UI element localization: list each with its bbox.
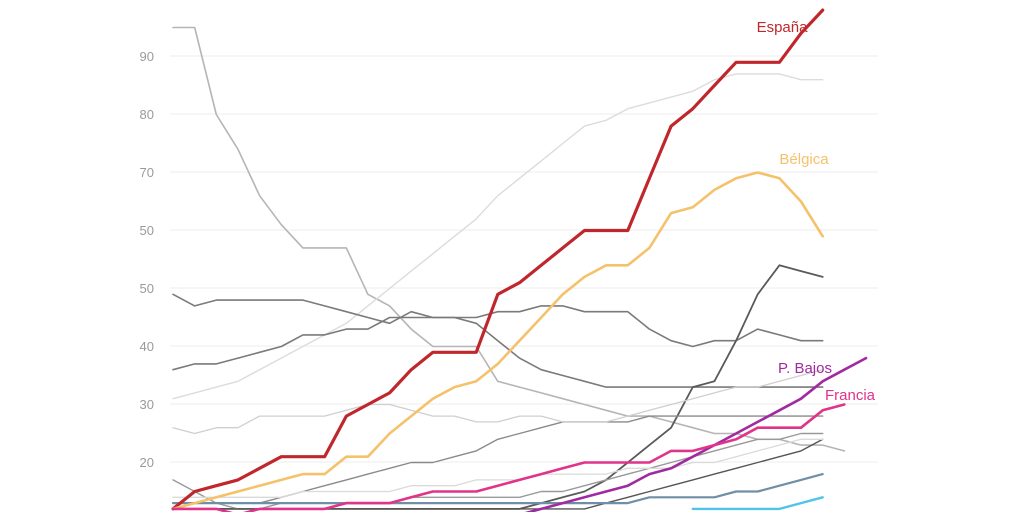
series-label-espa-a: España: [757, 19, 809, 36]
series-line-unlabeled: [172, 316, 824, 388]
series-line-espa-a: [171, 8, 825, 511]
series-label-francia: Francia: [825, 387, 876, 404]
series-line-b-lgica: [171, 171, 825, 511]
series-line-unlabeled: [172, 73, 824, 400]
y-tick-label: 90: [140, 49, 154, 64]
y-tick-label: 50: [140, 223, 154, 238]
series-line-unlabeled: [691, 496, 824, 511]
y-tick-label: 20: [140, 455, 154, 470]
series-lines: [171, 8, 868, 512]
series-label-p-bajos: P. Bajos: [778, 360, 832, 377]
y-tick-label: 50: [140, 281, 154, 296]
series-labels: España Bélgica P. Bajos Francia: [757, 19, 876, 404]
y-axis-ticks: 20 30 40 50 50 70 80 90: [140, 49, 154, 470]
y-tick-label: 30: [140, 397, 154, 412]
series-line-unlabeled: [172, 438, 824, 498]
gridlines: [170, 55, 878, 463]
series-line-unlabeled: [172, 26, 846, 452]
series-line-p-bajos: [524, 356, 868, 512]
y-tick-label: 40: [140, 339, 154, 354]
y-tick-label: 80: [140, 107, 154, 122]
series-line-unlabeled: [172, 293, 824, 348]
y-tick-label: 70: [140, 165, 154, 180]
series-line-unlabeled: [171, 473, 824, 505]
series-label-b-lgica: Bélgica: [779, 151, 829, 168]
series-line-unlabeled: [172, 438, 824, 510]
series-line-francia: [171, 403, 846, 512]
series-line-unlabeled: [172, 369, 824, 435]
